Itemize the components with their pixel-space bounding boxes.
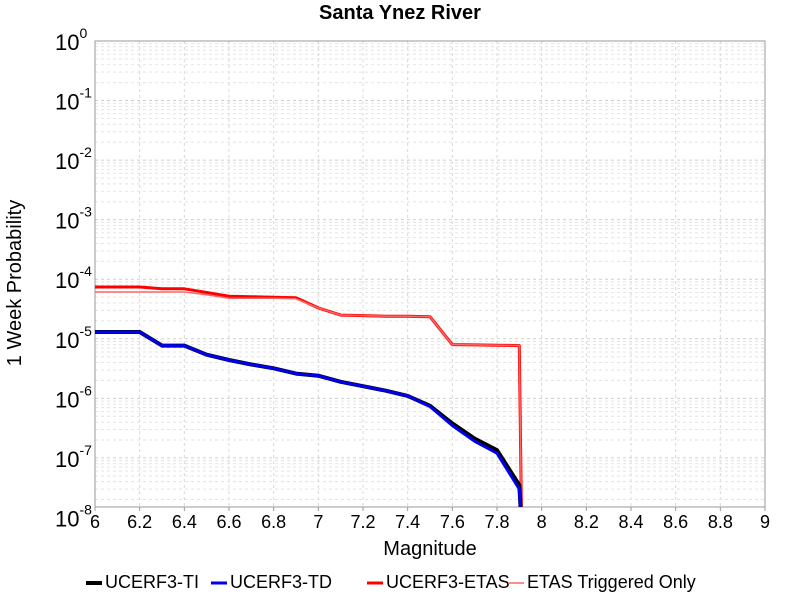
y-tick-label: 10-4 [55, 263, 92, 293]
y-tick-label: 10-7 [55, 442, 92, 472]
x-tick-label: 8 [537, 512, 547, 532]
legend-item: ETAS Triggered Only [508, 572, 696, 592]
legend-label: UCERF3-TI [105, 572, 199, 592]
legend: UCERF3-TI UCERF3-TD UCERF3-ETAS ETAS Trigge… [86, 572, 696, 592]
y-tick-label: 10-5 [55, 323, 92, 353]
series-line-ucerf3-td [95, 330, 522, 507]
x-tick-label: 8.8 [708, 512, 733, 532]
y-tick-label: 10-3 [55, 204, 92, 234]
x-tick-label: 8.6 [663, 512, 688, 532]
x-tick-label: 6 [90, 512, 100, 532]
legend-item: UCERF3-ETAS [367, 572, 510, 592]
series-line-ucerf3-etas [95, 285, 523, 507]
y-tick-label: 10-1 [55, 85, 92, 115]
y-tick-label: 10-2 [55, 144, 92, 174]
y-tick-label: 10-8 [55, 501, 92, 531]
legend-item: UCERF3-TD [211, 572, 332, 592]
y-tick-label: 100 [55, 25, 87, 55]
x-tick-label: 7 [313, 512, 323, 532]
x-tick-label: 7.2 [350, 512, 375, 532]
y-axis-ticks: 100 10-1 10-2 10-3 10-4 10-5 10-6 10-7 10-8 [55, 25, 92, 531]
y-tick-label: 10-6 [55, 382, 92, 412]
y-axis-title: 1 Week Probability [4, 200, 26, 366]
x-tick-label: 8.4 [618, 512, 643, 532]
grid [94, 40, 766, 507]
x-tick-label: 7.4 [395, 512, 420, 532]
legend-label: ETAS Triggered Only [527, 572, 696, 592]
x-tick-label: 6.4 [172, 512, 197, 532]
legend-label: UCERF3-ETAS [386, 572, 510, 592]
legend-label: UCERF3-TD [230, 572, 332, 592]
x-tick-label: 6.6 [216, 512, 241, 532]
x-tick-label: 7.6 [440, 512, 465, 532]
x-tick-label: 8.2 [574, 512, 599, 532]
series-line-etas-triggered-only [95, 291, 523, 507]
x-tick-label: 6.2 [127, 512, 152, 532]
x-tick-label: 9 [760, 512, 770, 532]
x-tick-label: 6.8 [261, 512, 286, 532]
legend-item: UCERF3-TI [86, 572, 199, 592]
x-tick-label: 7.8 [484, 512, 509, 532]
plot-area [94, 40, 766, 508]
x-axis-title: Magnitude [383, 538, 476, 560]
x-axis-ticks: 6 6.2 6.4 6.6 6.8 7 7.2 7.4 7.6 7.8 8 8.2 8.4 8.6 8.8 9 [90, 507, 770, 532]
series-layer [95, 285, 523, 507]
chart-title: Santa Ynez River [319, 2, 481, 24]
